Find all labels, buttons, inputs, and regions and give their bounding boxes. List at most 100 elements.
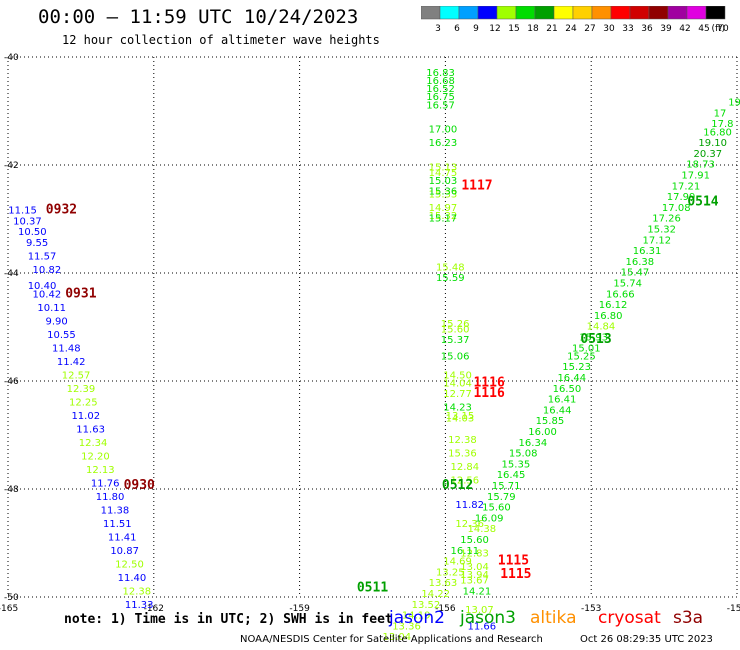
pass-time-label: 1115 (500, 567, 531, 582)
wave-height-value: 14.23 (443, 403, 472, 414)
wave-height-value: 16.38 (625, 257, 654, 268)
wave-height-value: 12.77 (443, 389, 472, 400)
wave-height-value: 12.25 (69, 397, 98, 408)
wave-height-value: 13.25 (436, 567, 465, 578)
satellite-jason3: jason3 (460, 608, 516, 628)
x-tick-label: -159 (289, 604, 310, 614)
wave-height-value: 16.80 (594, 311, 623, 322)
wave-height-value: 15.32 (429, 211, 458, 222)
wave-height-value: 16.11 (451, 546, 480, 557)
wave-height-value: 16.80 (703, 127, 732, 138)
wave-height-value: 13.04 (460, 562, 489, 573)
pass-time-label: 0513 (580, 332, 611, 347)
scale-label: 21 (546, 24, 557, 34)
wave-height-value: 12.36 (455, 519, 484, 530)
wave-height-value: 15.01 (572, 343, 601, 354)
wave-height-value: 11.33 (125, 600, 154, 611)
chart-title: 00:00 – 11:59 UTC 10/24/2023 (38, 6, 359, 28)
y-tick-label: -46 (4, 377, 19, 387)
wave-height-value: 15.93 (579, 333, 608, 344)
x-tick-label: -153 (581, 604, 601, 614)
credit-text: NOAA/NESDIS Center for Satellite Applica… (240, 634, 543, 645)
wave-height-value: 16.66 (606, 289, 635, 300)
wave-height-value: 15.71 (492, 481, 521, 492)
wave-height-value: 15.47 (621, 268, 650, 279)
chart-subtitle: 12 hour collection of altimeter wave hei… (62, 33, 380, 47)
wave-height-value: 11.38 (101, 505, 130, 516)
wave-height-value: 14.04 (443, 378, 472, 389)
wave-height-value: 13.63 (429, 578, 458, 589)
wave-height-value: 11.57 (28, 252, 57, 263)
wave-height-value: 11.80 (96, 492, 125, 503)
scale-label: 24 (565, 24, 577, 34)
pass-time-label: 0514 (687, 195, 718, 210)
y-tick-label: -50 (4, 593, 19, 603)
wave-height-value: 16.52 (426, 84, 455, 95)
scale-label: 3 (435, 24, 441, 34)
scale-label: 15 (508, 24, 519, 34)
wave-height-value: 12.20 (81, 451, 110, 462)
wave-height-value: 13.36 (392, 621, 421, 632)
pass-time-label: 0512 (442, 478, 473, 493)
pass-time-label: 0930 (124, 478, 155, 493)
wave-height-value: 13.15 (446, 411, 475, 422)
wave-height-value: 12.13 (86, 465, 115, 476)
wave-height-value: 11.82 (455, 500, 484, 511)
wave-height-value: 11.51 (103, 519, 132, 530)
scale-label: 18 (527, 24, 539, 34)
wave-height-value: 14.38 (468, 524, 497, 535)
wave-height-value: 13.04 (382, 632, 411, 643)
wave-height-value: 15.60 (441, 324, 470, 335)
wave-height-value: 16.45 (497, 470, 526, 481)
wave-height-value: 13.67 (460, 576, 489, 587)
wave-height-value: 19.10 (698, 138, 727, 149)
wave-height-value: 15.03 (429, 176, 458, 187)
wave-height-value: 15.08 (509, 449, 538, 460)
wave-height-value: 16.75 (426, 92, 455, 103)
wave-height-value: 11.02 (71, 411, 100, 422)
wave-height-value: 10.40 (28, 281, 57, 292)
scale-label: 30 (603, 24, 615, 34)
wave-height-value: 13.52 (412, 600, 441, 611)
y-tick-label: -42 (4, 161, 19, 171)
scale-swatch (705, 6, 726, 20)
wave-height-value: 14.69 (443, 557, 472, 568)
wave-height-value: 15.32 (647, 225, 676, 236)
scale-label: 9 (473, 24, 479, 34)
wave-height-value: 20.37 (694, 149, 723, 160)
wave-height-value: 16.68 (426, 76, 455, 87)
color-scale-legend: 3 6 9 12 15 18 21 24 27 30 33 36 39 42 45 70(ft) (421, 6, 729, 34)
wave-height-value: 16.83 (426, 68, 455, 79)
satellite-jason2: jason2 (389, 608, 445, 628)
pass-time-label: 1116 (473, 386, 504, 401)
wave-height-value: 14.21 (463, 586, 492, 597)
wave-height-value: 15.79 (487, 492, 516, 503)
wave-height-value: 12.34 (79, 438, 108, 449)
scale-unit: (ft) (711, 24, 725, 34)
wave-height-value: 16.44 (557, 373, 586, 384)
wave-height-value: 15.35 (502, 459, 531, 470)
scale-label: 36 (641, 24, 653, 34)
wave-height-value: 17.99 (667, 192, 696, 203)
wave-height-value: 15.25 (567, 351, 596, 362)
x-tick-label: -150 (727, 604, 740, 614)
wave-height-value: 15.48 (436, 262, 465, 273)
wave-height-value: 16.31 (633, 246, 662, 257)
wave-height-value: 11.63 (76, 424, 105, 435)
pass-time-label: 1117 (461, 178, 492, 193)
scale-label: 45 (698, 24, 709, 34)
wave-height-value: 12.84 (451, 462, 480, 473)
wave-height-value: 15.36 (429, 187, 458, 198)
wave-height-value: 15.26 (441, 319, 470, 330)
wave-height-value: 16.44 (543, 405, 572, 416)
wave-height-value: 17.8 (711, 119, 733, 130)
y-tick-label: -48 (4, 485, 19, 495)
wave-height-value: 15.60 (482, 503, 511, 514)
footer-note: note: 1) Time is in UTC; 2) SWH is in fe… (64, 612, 393, 627)
x-tick-label: -165 (0, 604, 18, 614)
wave-height-value: 17.21 (672, 181, 701, 192)
wave-height-value: 10.82 (33, 265, 62, 276)
x-tick-label: -156 (435, 604, 456, 614)
wave-height-value: 19 (728, 98, 740, 109)
wave-height-value: 16.12 (599, 300, 628, 311)
